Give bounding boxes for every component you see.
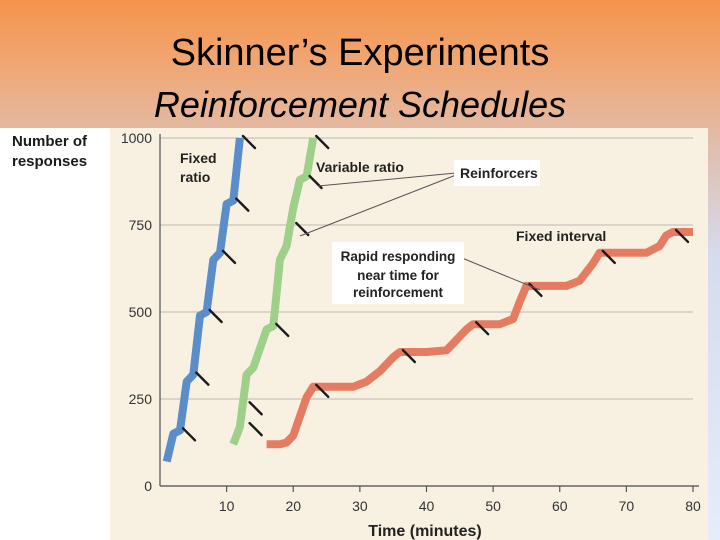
variable-ratio-label: Variable ratio xyxy=(316,159,404,175)
reinforcers-label-box xyxy=(454,160,540,186)
x-tick-label: 70 xyxy=(619,498,635,514)
y-axis-label-line2: responses xyxy=(12,153,87,170)
x-tick-label: 10 xyxy=(219,498,235,514)
y-tick-label: 1000 xyxy=(121,130,152,146)
x-axis-label: Time (minutes) xyxy=(368,523,482,540)
x-tick-label: 30 xyxy=(352,498,368,514)
x-tick-label: 20 xyxy=(285,498,301,514)
x-tick-label: 50 xyxy=(485,498,501,514)
fixed-interval-reinforcer-mark xyxy=(401,348,417,364)
plot-background xyxy=(110,128,708,540)
variable-ratio-reinforcer-mark xyxy=(248,401,263,416)
slide-title: Skinner’s Experiments xyxy=(170,32,550,74)
y-tick-label: 750 xyxy=(129,217,153,233)
ylabel-panel xyxy=(4,128,110,540)
fixed-ratio-reinforcer-mark xyxy=(235,197,250,212)
fixed-ratio-reinforcer-mark xyxy=(181,427,197,442)
rapid-responding-box xyxy=(332,242,464,304)
variable-ratio-reinforcer-mark xyxy=(295,221,310,237)
fixed-ratio-reinforcer-mark xyxy=(208,308,223,324)
reinforcer-callout-line-1 xyxy=(317,172,457,187)
fixed-ratio-series-line xyxy=(162,137,244,463)
x-tick-label: 40 xyxy=(419,498,435,514)
rapid-responding-line3: reinforcement xyxy=(353,285,444,300)
rapid-responding-line1: Rapid responding xyxy=(341,249,456,264)
fixed-interval-series-line xyxy=(266,228,693,449)
y-tick-label: 0 xyxy=(144,478,152,494)
rapid-callout-line xyxy=(461,257,541,291)
y-axis-label-line1: Number of xyxy=(12,133,88,150)
reinforcers-label: Reinforcers xyxy=(460,165,538,181)
fixed-interval-reinforcer-mark xyxy=(674,228,690,244)
fixed-interval-reinforcer-mark xyxy=(474,320,490,336)
variable-ratio-series-line xyxy=(229,137,318,446)
variable-ratio-reinforcer-mark xyxy=(275,322,290,338)
fixed-interval-label: Fixed interval xyxy=(516,228,606,244)
fixed-interval-reinforcer-mark xyxy=(528,282,543,298)
reinforcer-callout-line-2 xyxy=(299,174,457,237)
fixed-interval-reinforcer-mark xyxy=(601,249,616,265)
rapid-responding-line2: near time for xyxy=(357,268,440,283)
fixed-ratio-label-line1: Fixed xyxy=(180,150,217,166)
variable-ratio-reinforcer-mark xyxy=(248,421,263,437)
reinforcement-chart: Number of responses Time (minutes) 0 250 5… xyxy=(0,128,708,540)
y-tick-label: 500 xyxy=(129,304,153,320)
fixed-ratio-reinforcer-mark xyxy=(221,249,237,265)
x-tick-label: 80 xyxy=(685,498,701,514)
fixed-ratio-reinforcer-mark xyxy=(195,371,210,386)
variable-ratio-reinforcer-mark xyxy=(315,134,330,150)
y-tick-label: 250 xyxy=(129,391,153,407)
fixed-ratio-label-line2: ratio xyxy=(180,169,210,185)
slide-subtitle: Reinforcement Schedules xyxy=(153,84,567,125)
x-tick-label: 60 xyxy=(552,498,568,514)
fixed-ratio-reinforcer-mark xyxy=(241,134,257,150)
fixed-interval-reinforcer-mark xyxy=(315,383,330,399)
